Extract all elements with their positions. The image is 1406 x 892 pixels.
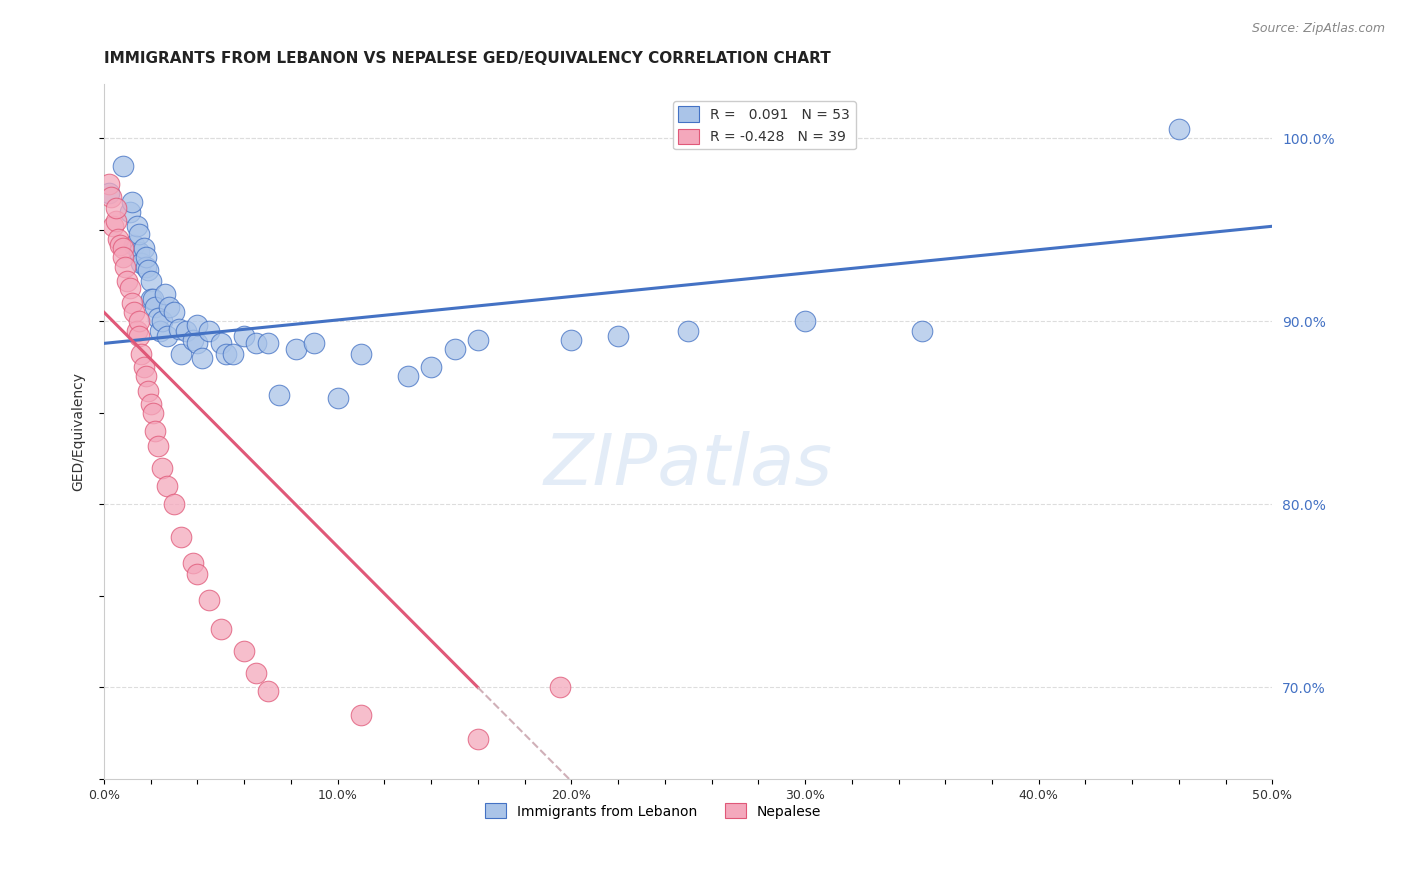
Point <box>209 336 232 351</box>
Point <box>350 707 373 722</box>
Point <box>135 369 157 384</box>
Point <box>467 333 489 347</box>
Point <box>142 293 165 307</box>
Point <box>256 684 278 698</box>
Point <box>111 159 134 173</box>
Legend: Immigrants from Lebanon, Nepalese: Immigrants from Lebanon, Nepalese <box>479 797 827 824</box>
Point <box>152 460 174 475</box>
Point <box>170 530 193 544</box>
Point <box>118 281 141 295</box>
Point <box>138 384 160 398</box>
Point <box>103 219 125 234</box>
Point <box>607 329 630 343</box>
Point <box>396 369 419 384</box>
Point <box>209 622 232 636</box>
Point <box>131 256 153 270</box>
Point <box>97 186 120 201</box>
Point <box>128 329 150 343</box>
Point <box>233 329 256 343</box>
Point <box>121 296 143 310</box>
Text: IMMIGRANTS FROM LEBANON VS NEPALESE GED/EQUIVALENCY CORRELATION CHART: IMMIGRANTS FROM LEBANON VS NEPALESE GED/… <box>104 51 831 66</box>
Point <box>181 556 204 570</box>
Point <box>135 260 157 274</box>
Point <box>170 347 193 361</box>
Y-axis label: GED/Equivalency: GED/Equivalency <box>72 372 86 491</box>
Point <box>181 333 204 347</box>
Point <box>111 251 134 265</box>
Point <box>245 665 267 680</box>
Point <box>156 329 179 343</box>
Point <box>124 237 146 252</box>
Point <box>110 237 132 252</box>
Point <box>149 324 172 338</box>
Text: Source: ZipAtlas.com: Source: ZipAtlas.com <box>1251 22 1385 36</box>
Point <box>157 300 180 314</box>
Point <box>128 244 150 259</box>
Point <box>186 566 208 581</box>
Point <box>156 479 179 493</box>
Point <box>326 391 349 405</box>
Point <box>284 342 307 356</box>
Point <box>107 232 129 246</box>
Point <box>443 342 465 356</box>
Point <box>174 324 197 338</box>
Point <box>104 201 127 215</box>
Point <box>548 681 571 695</box>
Point <box>256 336 278 351</box>
Point <box>118 204 141 219</box>
Point <box>245 336 267 351</box>
Point <box>676 324 699 338</box>
Point <box>163 305 186 319</box>
Point <box>111 241 134 255</box>
Point <box>198 324 221 338</box>
Point <box>138 263 160 277</box>
Point <box>125 324 148 338</box>
Point <box>145 424 167 438</box>
Point <box>125 219 148 234</box>
Point <box>117 274 139 288</box>
Point <box>186 336 208 351</box>
Point <box>139 293 162 307</box>
Point <box>139 274 162 288</box>
Point <box>191 351 214 365</box>
Point <box>128 314 150 328</box>
Point <box>142 406 165 420</box>
Point <box>135 251 157 265</box>
Point <box>350 347 373 361</box>
Point <box>153 287 176 301</box>
Point <box>560 333 582 347</box>
Point <box>214 347 236 361</box>
Point <box>186 318 208 332</box>
Point <box>139 397 162 411</box>
Point <box>233 644 256 658</box>
Point <box>269 387 291 401</box>
Point <box>146 439 169 453</box>
Point <box>198 592 221 607</box>
Point <box>152 314 174 328</box>
Point <box>420 360 443 375</box>
Point <box>145 300 167 314</box>
Point <box>146 310 169 325</box>
Point <box>97 177 120 191</box>
Point <box>132 241 155 255</box>
Point <box>121 195 143 210</box>
Point <box>131 347 153 361</box>
Point <box>100 190 122 204</box>
Point <box>467 731 489 746</box>
Point <box>167 322 190 336</box>
Point <box>104 213 127 227</box>
Point <box>114 260 136 274</box>
Point <box>124 305 146 319</box>
Point <box>132 360 155 375</box>
Point <box>911 324 934 338</box>
Text: ZIPatlas: ZIPatlas <box>544 432 832 500</box>
Point <box>304 336 326 351</box>
Point <box>128 227 150 241</box>
Point <box>163 497 186 511</box>
Point <box>221 347 243 361</box>
Point <box>794 314 817 328</box>
Point <box>1168 122 1191 136</box>
